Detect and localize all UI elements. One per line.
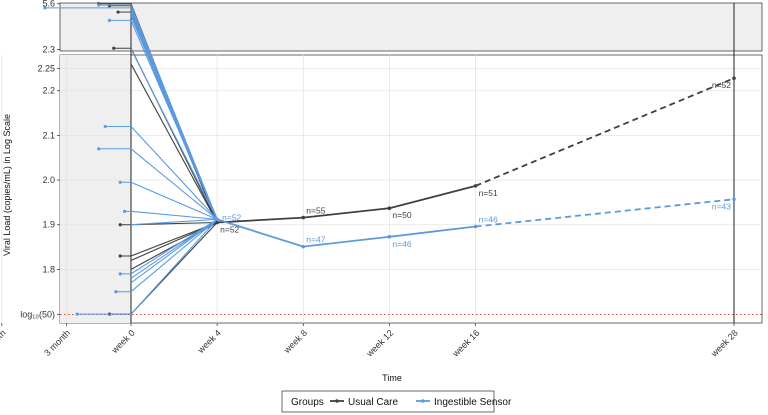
week0-spoke	[130, 218, 218, 279]
week0-spoke	[130, 219, 218, 315]
baseline-point	[112, 46, 116, 50]
legend-items: Usual Care Ingestible Sensor	[330, 397, 512, 408]
baseline-point	[97, 3, 101, 7]
series-line	[217, 185, 476, 224]
panel-backgrounds	[59, 2, 763, 324]
y-tick-label: 2.0	[42, 175, 55, 185]
baseline-point	[43, 6, 47, 10]
data-point	[215, 217, 219, 222]
y-tick-label: 1.8	[42, 264, 55, 274]
data-point	[301, 215, 306, 220]
upper-panel-bg	[59, 2, 763, 52]
week0-spoke	[130, 181, 218, 220]
series-line	[216, 218, 476, 248]
x-tick-label: week 4	[195, 328, 223, 356]
x-tick-label: 3 month	[42, 328, 72, 358]
n-label: n=43	[712, 201, 731, 211]
week0-spoke	[130, 20, 218, 220]
week0-spoke	[130, 210, 218, 220]
baseline-point	[107, 18, 112, 22]
baseline-point	[118, 223, 122, 227]
y-tick-label: 5.6	[42, 0, 55, 9]
week0-spoke	[130, 48, 218, 220]
legend-item: Ingestible Sensor	[416, 397, 512, 408]
n-label: n=46	[479, 215, 498, 225]
baseline-point	[114, 290, 118, 294]
data-point	[732, 197, 736, 202]
legend-item: Usual Care	[330, 397, 398, 408]
baseline-point	[122, 209, 127, 213]
x-tick-label: week 28	[708, 328, 739, 359]
series-layer	[43, 2, 736, 316]
lower-panel-bg	[59, 54, 763, 324]
week0-spoke	[130, 148, 218, 220]
x-axis-title: Time	[382, 373, 402, 383]
y-axis-title: Viral Load (copies/mL) in Log Scale	[2, 114, 12, 256]
x-tick-label: week 12	[364, 328, 395, 359]
n-label: n=47	[306, 235, 325, 245]
n-label: n=52	[220, 225, 239, 235]
gridlines	[1, 3, 762, 323]
y-tick-label: 2.1	[42, 130, 55, 140]
data-point	[387, 206, 392, 211]
baseline-shade	[60, 55, 131, 323]
x-tick-label: week 0	[109, 328, 137, 356]
series-line-projected	[475, 77, 735, 187]
week0-spoke	[130, 218, 218, 275]
y-tick-label: 2.25	[37, 63, 55, 73]
baseline-point	[75, 312, 79, 316]
week0-spoke	[130, 63, 218, 223]
baseline-point	[97, 147, 101, 151]
x-tick-label: 6 month	[0, 328, 8, 358]
y-tick-label: 2.2	[42, 86, 55, 96]
baseline-point	[118, 254, 122, 258]
data-labels: n=52 n=55 n=50 n=51 n=52 n=52 n=47 n=46 n=46 n=43	[220, 80, 731, 249]
y-tick-label: 2.3	[42, 45, 55, 55]
legend-swatch-point	[421, 399, 425, 403]
data-point	[473, 224, 478, 229]
legend-box	[281, 390, 495, 413]
data-point	[387, 234, 392, 239]
n-label: n=52	[712, 80, 731, 90]
n-label: n=55	[306, 206, 325, 216]
data-point	[301, 244, 306, 249]
n-label: n=52	[222, 212, 241, 222]
baseline-point	[118, 180, 122, 184]
data-point	[215, 220, 219, 225]
baseline-point	[116, 10, 120, 14]
week0-spoke	[130, 126, 218, 220]
legend: Groups Usual Care Ingestible Sensor	[281, 390, 512, 413]
n-label: n=50	[392, 210, 411, 220]
series-line-projected	[475, 198, 735, 228]
legend-title: Groups	[291, 397, 324, 408]
legend-label: Ingestible Sensor	[434, 397, 512, 408]
week0-spoke	[130, 218, 218, 293]
data-point	[473, 184, 478, 188]
x-tick-label: week 16	[450, 328, 481, 359]
week0-spoke	[130, 218, 218, 284]
n-label: n=46	[392, 239, 411, 249]
legend-swatch-point	[335, 399, 339, 403]
x-tick-label: week 8	[281, 328, 309, 356]
baseline-point	[103, 124, 107, 129]
y-tick-label-reference: log₁₀(50)	[20, 310, 55, 320]
baseline-point	[118, 272, 122, 276]
series-ingestible-sensor	[43, 3, 736, 316]
y-tick-label: 1.9	[42, 220, 55, 230]
n-label: n=51	[479, 188, 498, 198]
data-point	[732, 76, 736, 81]
legend-label: Usual Care	[348, 397, 398, 408]
week0-spoke	[130, 218, 218, 226]
